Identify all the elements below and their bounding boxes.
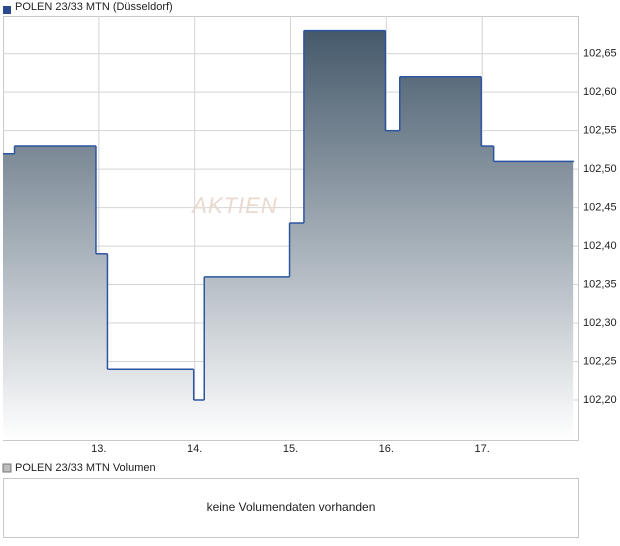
legend-swatch	[3, 6, 11, 14]
legend-label: POLEN 23/33 MTN (Düsseldorf)	[15, 1, 173, 13]
x-tick-label: 15.	[283, 443, 298, 455]
x-tick-label: 16.	[379, 443, 394, 455]
y-tick-label: 102,35	[583, 278, 617, 290]
y-tick-label: 102,45	[583, 202, 617, 214]
watermark: AKTIEN	[190, 193, 277, 218]
volume-frame	[3, 478, 579, 538]
volume-legend-swatch	[2, 463, 12, 473]
y-tick-label: 102,25	[583, 355, 617, 367]
x-tick-label: 17.	[475, 443, 490, 455]
y-tick-label: 102,60	[583, 86, 617, 98]
y-tick-label: 102,40	[583, 240, 617, 252]
y-tick-label: 102,55	[583, 125, 617, 137]
x-tick-label: 13.	[91, 443, 106, 455]
y-tick-label: 102,65	[583, 48, 617, 60]
x-tick-label: 14.	[187, 443, 202, 455]
y-tick-label: 102,20	[583, 394, 617, 406]
y-tick-label: 102,30	[583, 317, 617, 329]
volume-message: keine Volumendaten vorhanden	[207, 500, 376, 514]
area-fill	[3, 30, 574, 440]
y-tick-label: 102,50	[583, 163, 617, 175]
volume-legend-label: POLEN 23/33 MTN Volumen	[15, 462, 156, 474]
